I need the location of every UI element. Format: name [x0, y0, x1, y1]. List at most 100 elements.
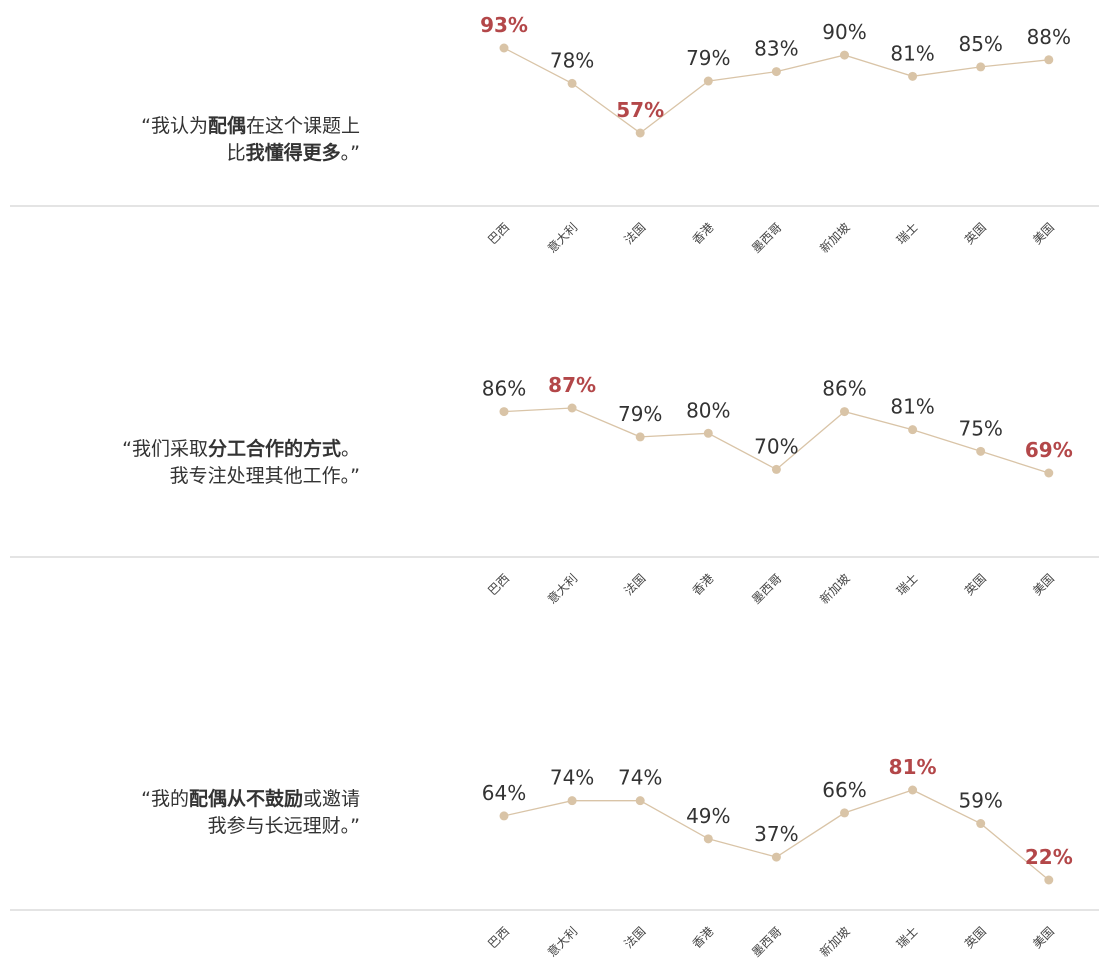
point — [499, 407, 509, 417]
quote-segment: “我认为 — [141, 115, 208, 137]
value-label: 37% — [754, 822, 798, 846]
x-tick-label: 美国 — [1030, 220, 1057, 247]
point — [771, 464, 781, 474]
x-tick-label: 瑞士 — [894, 220, 921, 247]
x-tick-label: 法国 — [621, 571, 648, 598]
value-label: 87% — [548, 373, 596, 397]
value-label: 74% — [618, 766, 662, 790]
value-label: 79% — [686, 46, 730, 70]
value-label: 22% — [1025, 845, 1073, 869]
x-tick-label: 新加坡 — [817, 571, 853, 607]
point — [908, 785, 918, 795]
point — [771, 67, 781, 77]
value-label: 69% — [1025, 438, 1073, 462]
point — [635, 432, 645, 442]
point — [567, 796, 577, 806]
point — [703, 428, 713, 438]
quote-line: 我专注处理其他工作。” — [170, 465, 360, 487]
quote-segment: 配偶从不鼓励 — [189, 787, 303, 810]
value-label: 59% — [958, 789, 1002, 813]
x-tick-label: 法国 — [621, 924, 648, 951]
value-label: 66% — [822, 778, 866, 802]
x-tick-label: 墨西哥 — [749, 924, 784, 958]
quote-segment: 配偶 — [208, 114, 246, 137]
quote-segment: 我参与长远理财。” — [208, 815, 360, 837]
quote-line: “我认为配偶在这个课题上 — [141, 114, 360, 137]
x-tick-label: 英国 — [962, 924, 989, 951]
quote-line: 比我懂得更多。” — [227, 141, 360, 164]
x-tick-label: 巴西 — [485, 924, 512, 951]
quote-line: “我的配偶从不鼓励或邀请 — [141, 787, 360, 810]
quote-segment: 分工合作的方式 — [208, 437, 341, 460]
point — [908, 71, 918, 81]
value-label: 83% — [754, 37, 798, 61]
value-label: 81% — [890, 41, 934, 65]
point — [1044, 468, 1054, 478]
value-label: 78% — [550, 48, 594, 72]
x-tick-label: 瑞士 — [894, 571, 921, 598]
value-label: 88% — [1027, 25, 1071, 49]
value-label: 93% — [480, 13, 528, 37]
value-label: 86% — [482, 377, 526, 401]
point — [703, 834, 713, 844]
x-tick-label: 墨西哥 — [749, 571, 784, 606]
point — [771, 852, 781, 862]
quote-segment: 。” — [341, 142, 360, 164]
value-label: 80% — [686, 398, 730, 422]
value-label: 49% — [686, 804, 730, 828]
x-tick-label: 英国 — [962, 220, 989, 247]
quote-line: “我们采取分工合作的方式。 — [122, 437, 360, 460]
x-tick-label: 香港 — [690, 571, 717, 598]
value-label: 79% — [618, 402, 662, 426]
point — [1044, 875, 1054, 885]
point — [840, 407, 849, 417]
point — [1044, 55, 1054, 65]
x-tick-label: 英国 — [962, 571, 989, 598]
x-tick-label: 意大利 — [544, 571, 580, 607]
quote-segment: 或邀请 — [303, 788, 360, 810]
quote-segment: 在这个课题上 — [246, 115, 360, 137]
point — [499, 43, 509, 53]
x-tick-label: 美国 — [1030, 924, 1057, 951]
point — [976, 446, 986, 456]
x-tick-label: 意大利 — [544, 220, 580, 256]
x-tick-label: 巴西 — [485, 220, 512, 247]
x-tick-label: 新加坡 — [817, 220, 853, 256]
value-label: 74% — [550, 766, 594, 790]
point — [567, 78, 577, 88]
point — [840, 50, 849, 60]
point — [908, 425, 918, 435]
x-tick-label: 墨西哥 — [749, 220, 784, 255]
point — [976, 62, 986, 72]
x-tick-label: 法国 — [621, 220, 648, 247]
x-tick-label: 巴西 — [485, 571, 512, 598]
value-label: 81% — [889, 755, 937, 779]
value-label: 86% — [822, 377, 866, 401]
value-label: 70% — [754, 434, 798, 458]
value-label: 57% — [616, 98, 664, 122]
point — [976, 819, 986, 829]
x-tick-label: 瑞士 — [894, 924, 921, 951]
quote-segment: “我的 — [141, 788, 189, 810]
value-label: 81% — [890, 395, 934, 419]
quote-line: 我参与长远理财。” — [208, 815, 360, 837]
point — [635, 128, 645, 138]
x-tick-label: 新加坡 — [817, 924, 853, 958]
quote-segment: 比 — [227, 142, 246, 164]
x-tick-label: 香港 — [690, 924, 717, 951]
x-tick-label: 意大利 — [544, 924, 580, 958]
point — [635, 796, 645, 806]
value-label: 75% — [958, 416, 1002, 440]
point — [499, 811, 509, 821]
x-tick-label: 香港 — [690, 220, 717, 247]
quote-segment: “我们采取 — [122, 438, 208, 460]
quote-segment: 我懂得更多 — [246, 141, 341, 164]
value-label: 90% — [822, 20, 866, 44]
point — [703, 76, 713, 86]
point — [840, 808, 849, 818]
value-label: 64% — [482, 781, 526, 805]
